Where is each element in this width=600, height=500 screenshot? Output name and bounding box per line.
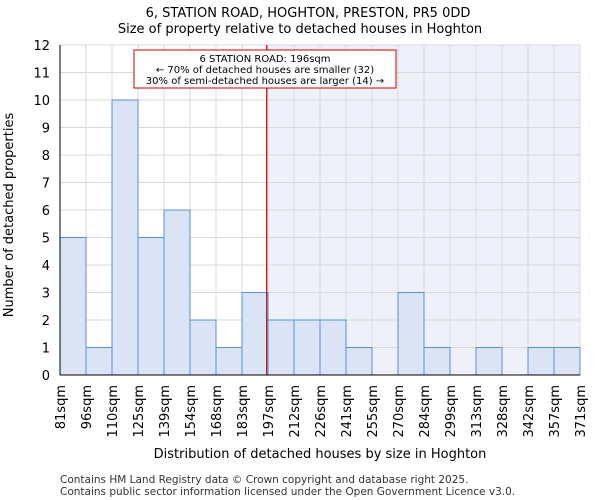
x-tick-label: 212sqm	[288, 385, 303, 438]
x-tick-label: 270sqm	[392, 385, 407, 438]
x-tick-label: 197sqm	[262, 385, 277, 438]
bar	[163, 209, 191, 376]
y-tick-label: 9	[42, 122, 50, 137]
footer-line-1: Contains HM Land Registry data © Crown c…	[60, 474, 468, 486]
y-tick-label: 12	[33, 39, 50, 54]
x-tick-label: 96sqm	[80, 385, 95, 429]
y-tick-label: 1	[42, 342, 50, 357]
y-tick-label: 8	[42, 149, 50, 164]
bar	[267, 319, 295, 376]
x-tick-label: 328sqm	[496, 385, 511, 438]
x-tick-label: 313sqm	[470, 385, 485, 438]
annotation-line-2: ← 70% of detached houses are smaller (32…	[156, 65, 374, 76]
x-tick-label: 183sqm	[236, 385, 251, 438]
annotation-line-3: 30% of semi-detached houses are larger (…	[146, 76, 384, 87]
x-tick-label: 226sqm	[314, 385, 329, 438]
x-tick-label: 255sqm	[366, 385, 381, 438]
x-tick-label: 110sqm	[106, 385, 121, 438]
y-tick-label: 11	[33, 67, 50, 82]
bar	[475, 347, 503, 376]
bar	[319, 319, 347, 376]
y-axis-label: Number of detached properties	[2, 113, 17, 318]
chart-subtitle: Size of property relative to detached ho…	[118, 22, 482, 37]
y-tick-label: 3	[42, 287, 50, 302]
x-tick-label: 284sqm	[418, 385, 433, 438]
y-tick-label: 7	[42, 177, 50, 192]
x-tick-label: 168sqm	[210, 385, 225, 438]
bar	[423, 347, 451, 376]
bar	[215, 347, 243, 376]
annotation-box: 6 STATION ROAD: 196sqm ← 70% of detached…	[133, 49, 397, 89]
bar	[241, 292, 269, 376]
bar	[527, 347, 555, 376]
x-axis-label: Distribution of detached houses by size …	[154, 447, 487, 462]
x-tick-label: 342sqm	[522, 385, 537, 438]
footer-line-2: Contains public sector information licen…	[60, 486, 515, 498]
x-tick-label: 241sqm	[340, 385, 355, 438]
bar	[111, 99, 139, 376]
y-tick-label: 0	[42, 369, 50, 384]
bar	[137, 237, 165, 376]
y-tick-label: 2	[42, 314, 50, 329]
y-tick-label: 5	[42, 232, 50, 247]
x-tick-label: 81sqm	[54, 385, 69, 429]
x-tick-label: 357sqm	[548, 385, 563, 438]
bar	[553, 347, 581, 376]
bar	[85, 347, 113, 376]
bar	[59, 237, 87, 376]
bar	[293, 319, 321, 376]
bar	[189, 319, 217, 376]
y-tick-label: 4	[42, 259, 50, 274]
x-tick-label: 371sqm	[574, 385, 589, 438]
chart-title: 6, STATION ROAD, HOGHTON, PRESTON, PR5 0…	[146, 6, 471, 21]
annotation-line-1: 6 STATION ROAD: 196sqm	[200, 54, 331, 65]
annotation-frame	[133, 49, 397, 89]
y-tick-label: 6	[42, 204, 50, 219]
x-tick-label: 125sqm	[132, 385, 147, 438]
x-tick-label: 154sqm	[184, 385, 199, 438]
x-tick-label: 299sqm	[444, 385, 459, 438]
x-tick-label: 139sqm	[158, 385, 173, 438]
bar	[397, 292, 425, 376]
bar	[345, 347, 373, 376]
y-tick-label: 10	[33, 94, 50, 109]
